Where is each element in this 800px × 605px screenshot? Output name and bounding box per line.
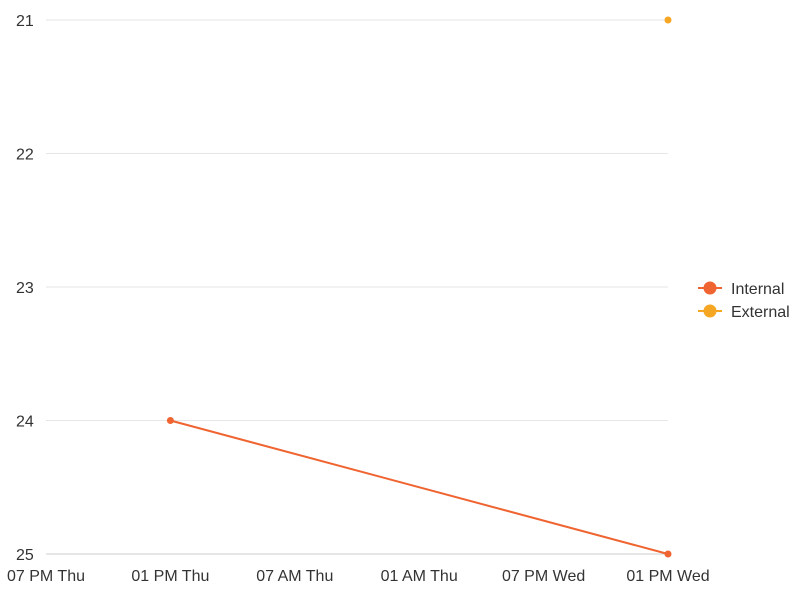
y-tick-label: 21 [16, 13, 34, 30]
y-tick-label: 24 [16, 414, 34, 431]
legend-label-external: External [731, 304, 790, 321]
data-point-internal [166, 417, 174, 424]
y-tick-label: 22 [16, 147, 34, 164]
data-point-internal [664, 550, 672, 558]
x-tick-label: 07 AM Thu [256, 568, 333, 585]
data-point-external [664, 16, 672, 24]
x-tick-label: 07 PM Thu [7, 568, 85, 585]
x-tick-label: 01 AM Thu [381, 568, 458, 585]
legend-label-internal: Internal [731, 281, 784, 298]
legend: Internal External [698, 281, 790, 321]
y-tick-label: 23 [16, 280, 34, 297]
x-axis: 07 PM Thu 01 PM Thu 07 AM Thu 01 AM Thu 07 P… [7, 568, 710, 585]
x-tick-label: 01 PM Thu [131, 568, 209, 585]
legend-marker-external [703, 304, 717, 318]
series-line-internal [170, 419, 669, 555]
legend-marker-internal [703, 281, 717, 295]
grid [46, 19, 668, 555]
x-tick-label: 07 PM Wed [502, 568, 585, 585]
y-tick-label: 25 [16, 547, 34, 564]
x-tick-label: 01 PM Wed [626, 568, 709, 585]
series [166, 16, 672, 558]
y-axis: 21 22 23 24 25 [16, 13, 34, 564]
